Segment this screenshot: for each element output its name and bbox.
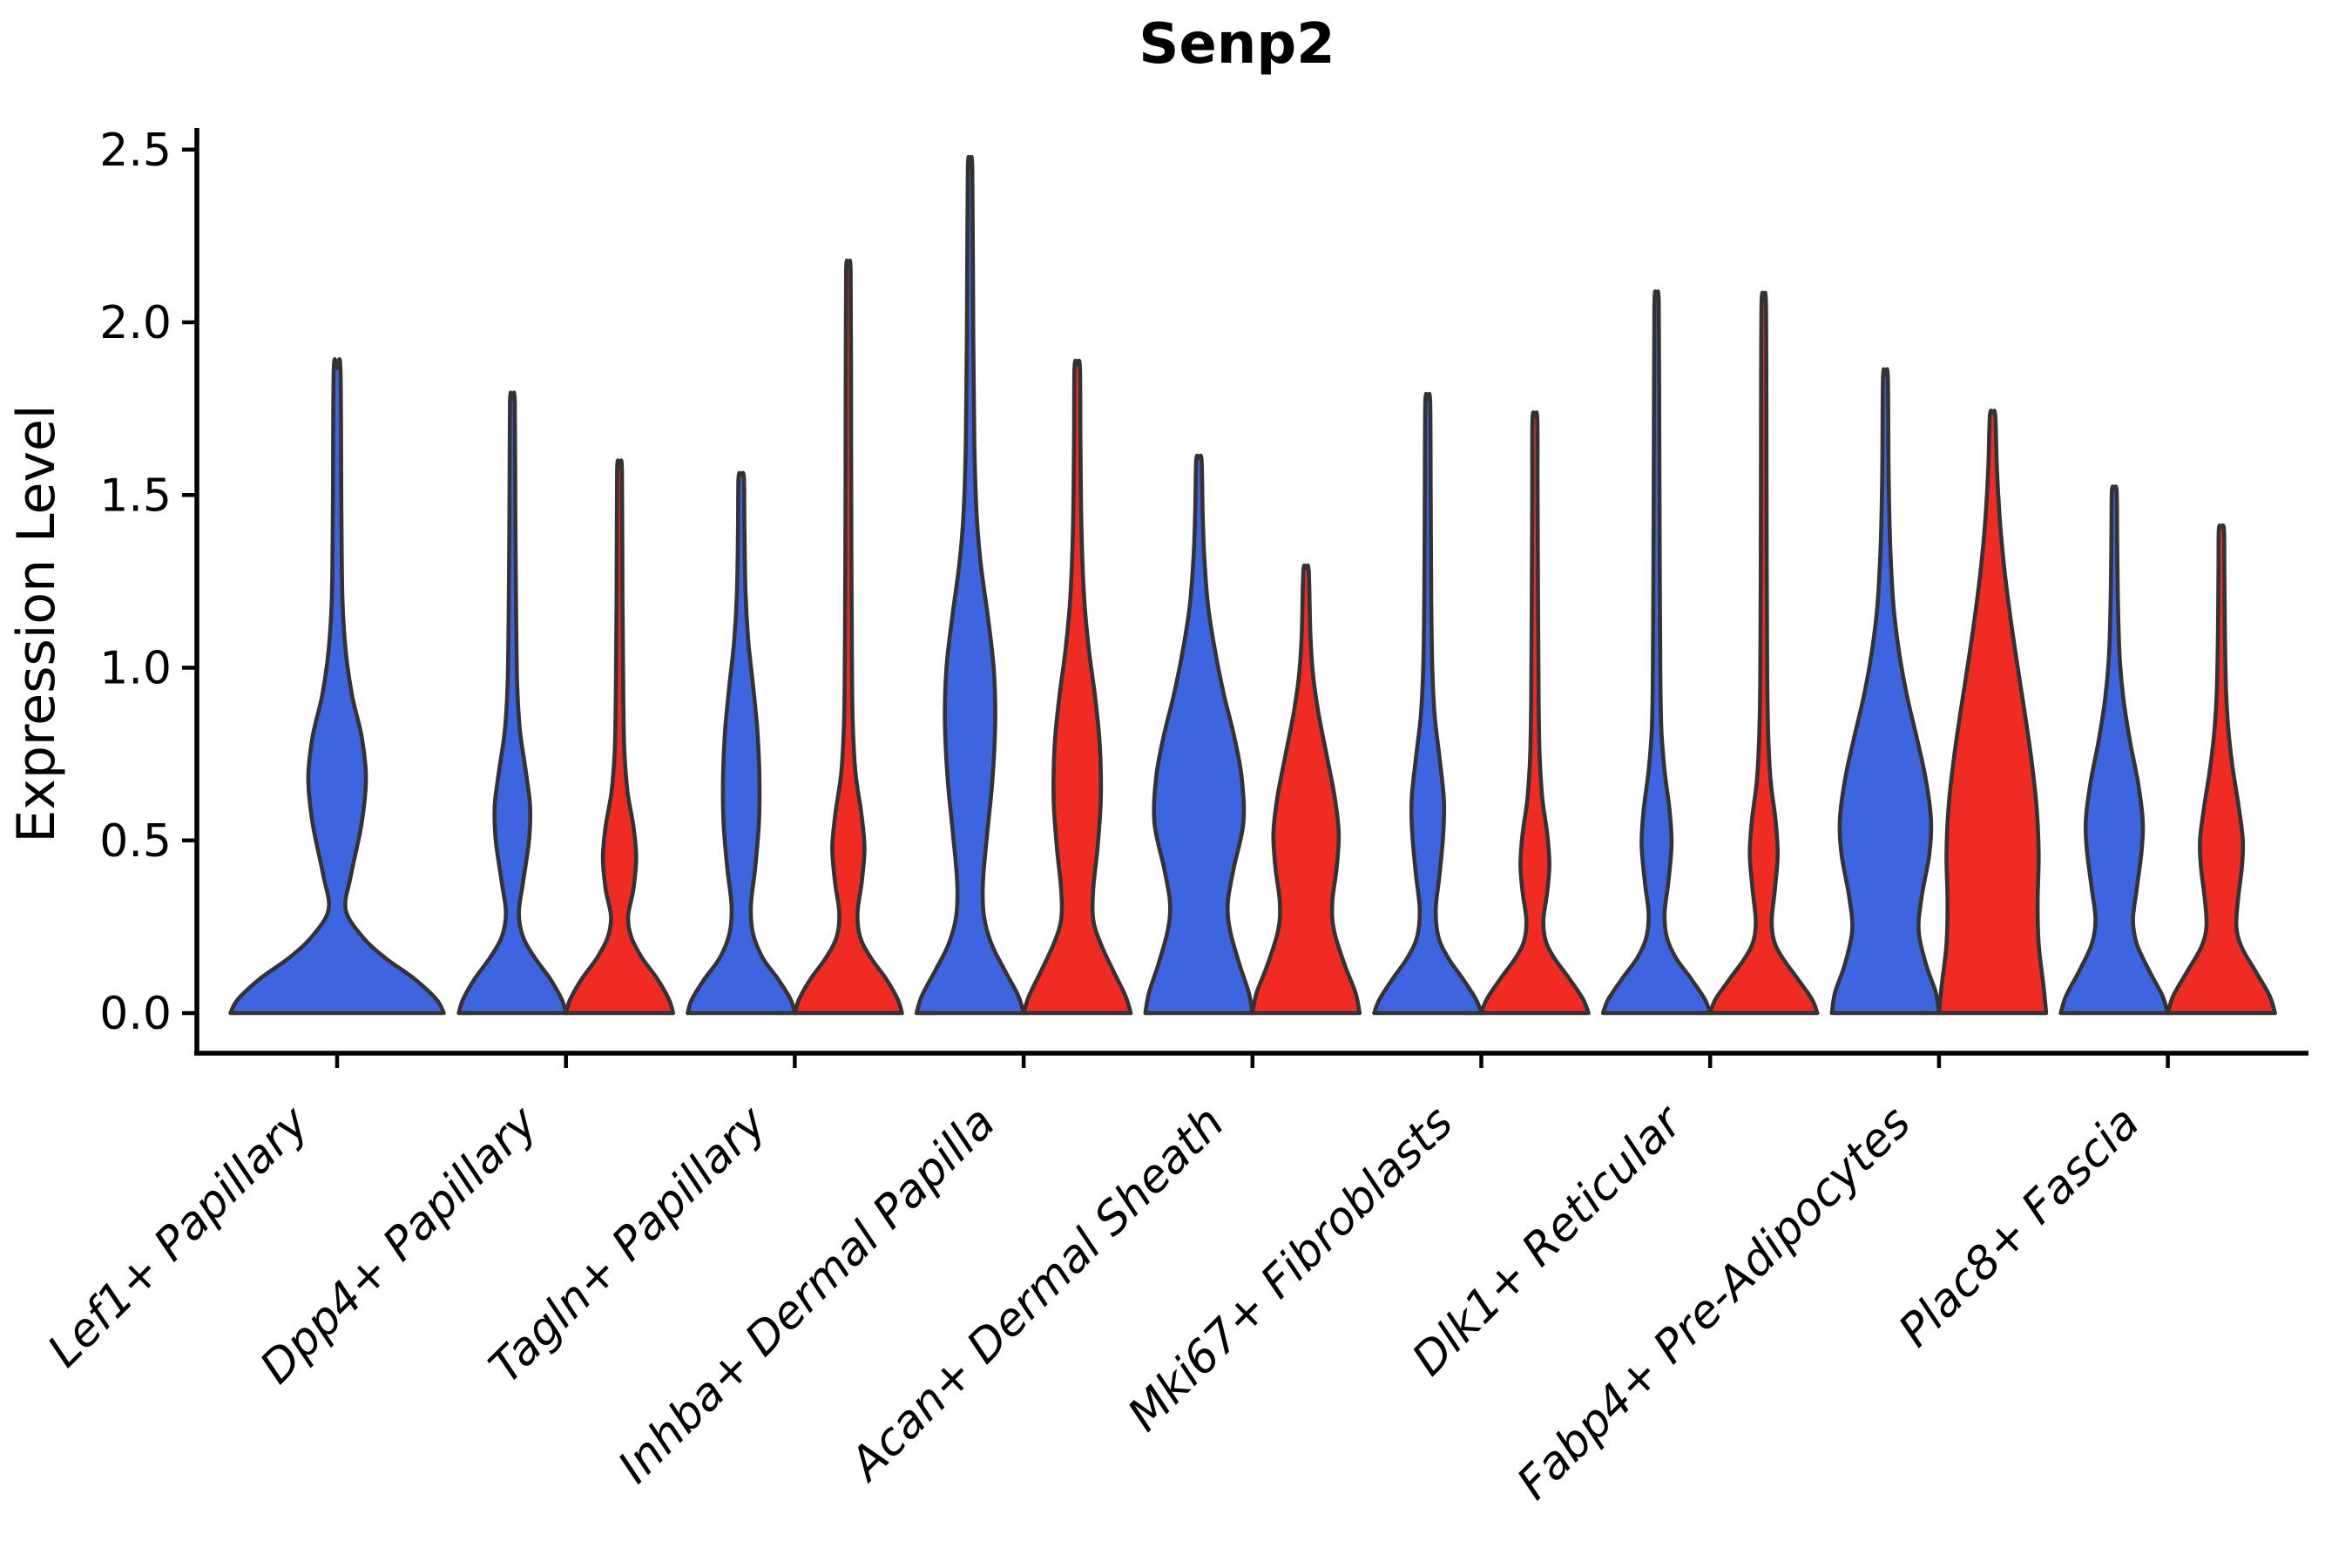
violin-blue-lef1-papillary bbox=[228, 357, 446, 1016]
violin-blue-dpp4-papillary bbox=[456, 390, 568, 1016]
violin-red-mki67-fibroblasts bbox=[1479, 410, 1591, 1016]
y-axis-label: Expression Level bbox=[6, 404, 67, 842]
y-tick-label: 0.0 bbox=[99, 988, 172, 1040]
violin-red-plac8-fascia bbox=[2166, 523, 2277, 1016]
violin-series bbox=[228, 154, 2277, 1016]
y-tick-label: 1.5 bbox=[99, 470, 172, 522]
violin-blue-mki67-fibroblasts bbox=[1372, 391, 1484, 1016]
violin-blue-acan-dermal-sheath bbox=[1143, 453, 1255, 1016]
violin-blue-tagln-papillary bbox=[686, 470, 797, 1016]
violin-blue-fabp4-pre-adipocytes bbox=[1829, 367, 1942, 1016]
chart-title: Senp2 bbox=[1139, 12, 1335, 77]
y-tick-label: 0.5 bbox=[99, 815, 172, 868]
y-tick-label: 2.0 bbox=[99, 297, 172, 349]
y-axis-ticks: 0.0 0.5 1.0 1.5 2.0 2.5 bbox=[99, 125, 197, 1040]
violin-red-inhba-dermal-papilla bbox=[1021, 358, 1133, 1016]
y-tick-label: 2.5 bbox=[99, 125, 172, 177]
violin-blue-inhba-dermal-papilla bbox=[914, 154, 1026, 1016]
violin-blue-plac8-fascia bbox=[2058, 484, 2170, 1016]
violin-blue-dlk1-reticular bbox=[1600, 289, 1713, 1016]
violin-red-dpp4-papillary bbox=[564, 458, 675, 1016]
y-tick-label: 1.0 bbox=[99, 643, 172, 695]
violin-red-acan-dermal-sheath bbox=[1250, 563, 1362, 1016]
violin-red-dlk1-reticular bbox=[1707, 290, 1820, 1016]
violin-red-tagln-papillary bbox=[793, 258, 904, 1016]
violin-red-fabp4-pre-adipocytes bbox=[1936, 409, 2049, 1016]
